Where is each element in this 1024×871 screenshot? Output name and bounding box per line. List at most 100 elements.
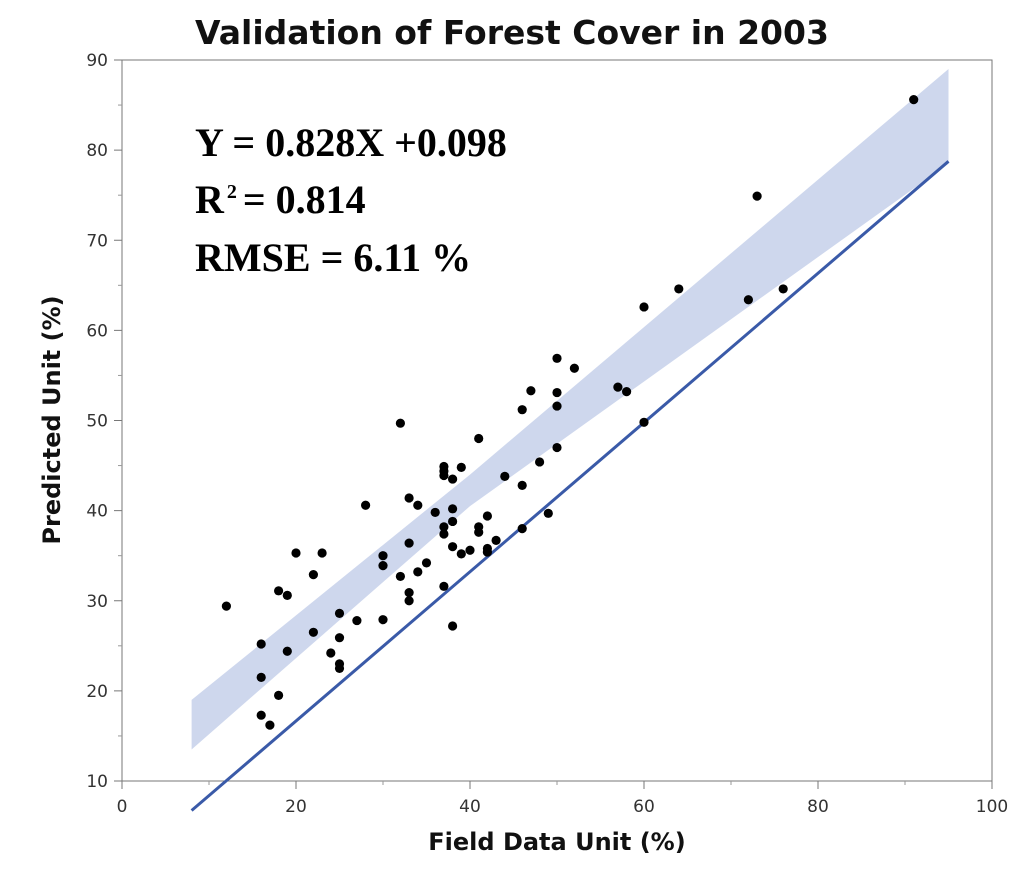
data-point bbox=[569, 363, 580, 373]
data-point bbox=[552, 442, 562, 453]
data-point bbox=[474, 433, 484, 444]
data-point bbox=[274, 690, 284, 700]
data-point bbox=[334, 633, 345, 643]
data-point bbox=[282, 646, 292, 656]
data-point bbox=[517, 524, 527, 534]
y-axis-ticks: 10 20 30 40 50 60 70 80 90 bbox=[86, 51, 122, 792]
r-squared-superscript: 2 bbox=[227, 181, 237, 203]
y-tick-label: 10 bbox=[86, 772, 108, 792]
data-point bbox=[421, 558, 432, 568]
data-point bbox=[743, 295, 754, 305]
y-tick-label: 60 bbox=[86, 321, 108, 341]
data-point bbox=[448, 504, 458, 514]
data-point bbox=[404, 538, 414, 548]
data-point bbox=[517, 480, 527, 490]
data-point bbox=[378, 561, 388, 571]
data-point bbox=[430, 507, 440, 518]
data-point bbox=[274, 586, 284, 596]
y-tick-label: 50 bbox=[86, 412, 108, 432]
data-point bbox=[378, 615, 388, 625]
chart-title: Validation of Forest Cover in 2003 bbox=[195, 13, 829, 52]
data-point bbox=[291, 548, 301, 558]
data-points-layer bbox=[221, 95, 919, 730]
data-point bbox=[282, 590, 292, 600]
data-point bbox=[439, 581, 449, 591]
x-axis-label: Field Data Unit (%) bbox=[428, 828, 685, 856]
data-point bbox=[413, 500, 423, 510]
r-squared-annotation: R 2 = 0.814 bbox=[195, 177, 366, 222]
data-point bbox=[256, 639, 266, 649]
x-tick-label: 0 bbox=[117, 797, 128, 817]
rmse-annotation: RMSE = 6.11 % bbox=[195, 235, 471, 280]
data-point bbox=[265, 720, 275, 730]
data-point bbox=[456, 549, 466, 559]
data-point bbox=[552, 401, 562, 411]
data-point bbox=[752, 191, 762, 201]
data-point bbox=[439, 470, 449, 481]
data-point bbox=[465, 545, 475, 555]
data-point bbox=[378, 551, 388, 561]
y-tick-label: 40 bbox=[86, 502, 108, 522]
confidence-band bbox=[191, 69, 949, 750]
data-point bbox=[317, 548, 327, 558]
data-point bbox=[622, 387, 632, 397]
data-point bbox=[500, 471, 510, 481]
data-point bbox=[778, 284, 788, 294]
data-point bbox=[639, 302, 649, 312]
data-point bbox=[526, 386, 536, 396]
data-point bbox=[334, 608, 345, 618]
data-point bbox=[404, 493, 414, 503]
data-point bbox=[395, 571, 405, 582]
data-point bbox=[352, 615, 362, 626]
data-point bbox=[482, 547, 492, 557]
data-point bbox=[535, 457, 545, 467]
data-point bbox=[448, 516, 458, 527]
data-point bbox=[474, 527, 484, 537]
data-point bbox=[491, 535, 501, 545]
data-point bbox=[613, 382, 623, 392]
regression-equation: Y = 0.828X +0.098 bbox=[195, 120, 507, 165]
data-point bbox=[404, 596, 414, 606]
data-point bbox=[404, 588, 414, 598]
data-point bbox=[334, 663, 345, 673]
data-point bbox=[308, 627, 318, 637]
x-tick-label: 100 bbox=[976, 797, 1008, 817]
data-point bbox=[448, 621, 458, 631]
r-squared-value: = 0.814 bbox=[243, 177, 366, 222]
data-point bbox=[448, 542, 458, 552]
data-point bbox=[439, 522, 449, 532]
data-point bbox=[674, 284, 684, 294]
y-tick-label: 20 bbox=[86, 682, 108, 702]
x-tick-label: 20 bbox=[285, 797, 307, 817]
data-point bbox=[395, 418, 405, 428]
data-point bbox=[552, 353, 562, 363]
data-point bbox=[552, 387, 562, 398]
data-point bbox=[326, 648, 336, 658]
data-point bbox=[543, 508, 553, 518]
data-point bbox=[361, 500, 371, 510]
x-axis-ticks: 0 20 40 60 80 100 bbox=[117, 781, 1008, 817]
confidence-band-layer bbox=[191, 69, 949, 750]
x-tick-label: 80 bbox=[807, 797, 829, 817]
data-point bbox=[221, 601, 231, 611]
x-tick-label: 40 bbox=[459, 797, 481, 817]
y-axis-label: Predicted Unit (%) bbox=[38, 295, 66, 544]
y-tick-label: 70 bbox=[86, 231, 108, 251]
y-tick-label: 30 bbox=[86, 592, 108, 612]
data-point bbox=[456, 462, 466, 472]
data-point bbox=[256, 672, 266, 682]
data-point bbox=[256, 710, 266, 720]
data-point bbox=[413, 567, 423, 577]
data-point bbox=[909, 95, 919, 105]
data-point bbox=[482, 511, 492, 521]
data-point bbox=[517, 405, 527, 415]
data-point bbox=[639, 417, 649, 427]
r-squared-prefix: R bbox=[195, 177, 225, 222]
data-point bbox=[308, 570, 318, 580]
fit-line-layer bbox=[190, 160, 950, 812]
y-tick-label: 90 bbox=[86, 51, 108, 71]
y-tick-label: 80 bbox=[86, 141, 108, 161]
x-tick-label: 60 bbox=[633, 797, 655, 817]
